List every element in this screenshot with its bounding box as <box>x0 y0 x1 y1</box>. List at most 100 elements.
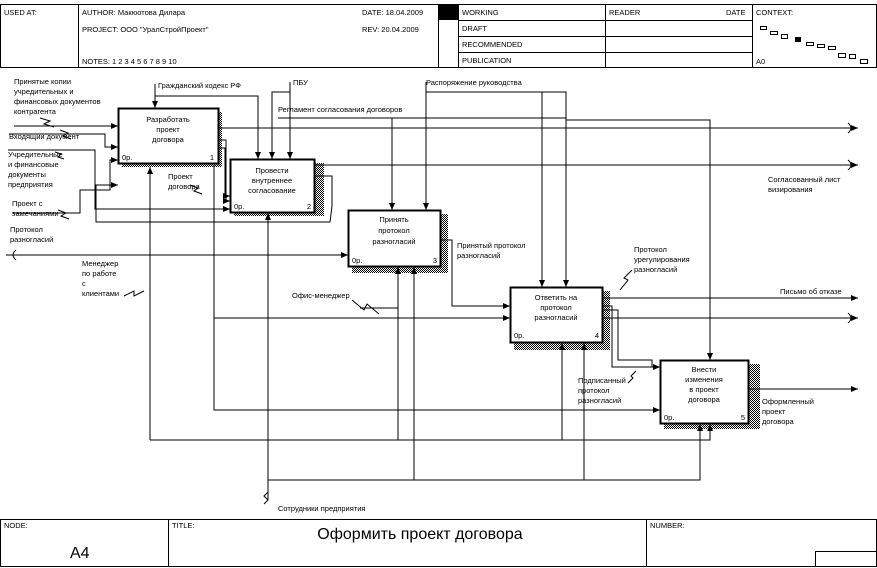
flow-draft-to-box5-arrow <box>213 318 660 411</box>
svg-text:контрагента: контрагента <box>14 107 57 116</box>
feedback-box2-arrow <box>95 175 333 223</box>
output-final-contract-arrowhead <box>851 386 858 392</box>
svg-text:Согласованный лист: Согласованный лист <box>768 175 841 184</box>
svg-text:Принятый протокол: Принятый протокол <box>457 241 526 250</box>
mech-manager-b3-arrow <box>150 267 399 441</box>
svg-text:финансовых документов: финансовых документов <box>14 97 101 106</box>
svg-text:Проект: Проект <box>168 172 193 181</box>
project-text: PROJECT: ООО "УралСтройПроект" <box>82 25 209 34</box>
box5-line1: Внести <box>692 365 717 374</box>
node-label: NODE: <box>4 521 28 530</box>
activity-box-1[interactable]: Разработать проект договора 0р. 1 <box>117 107 223 168</box>
title-label: TITLE: <box>172 521 195 530</box>
output-settlement-arrowhead <box>851 315 858 321</box>
box5-number: 5 <box>741 413 745 422</box>
node-value: А4 <box>70 545 90 562</box>
box2-line3: согласование <box>248 186 296 195</box>
svg-text:документы: документы <box>8 170 46 179</box>
reader-date-label: DATE <box>726 8 745 17</box>
box2-cost: 0р. <box>234 202 244 211</box>
box3-cost: 0р. <box>352 256 362 265</box>
mech-manager-b4-arrow <box>398 343 563 441</box>
control-management-box5-arrow <box>566 119 711 360</box>
flow-box3-to-box4-arrowhead <box>503 303 510 309</box>
context-map-icon <box>760 26 868 64</box>
label-settlement-protocol: Протокол урегулирования разногласий <box>634 245 690 274</box>
svg-text:разногласий: разногласий <box>10 235 53 244</box>
label-staff: Сотрудники предприятия <box>278 504 366 513</box>
control-civil-code-b1-arrowhead <box>152 101 158 108</box>
rev-text: REV: 20.04.2009 <box>362 25 419 34</box>
box4-line1: Ответить на <box>535 293 578 302</box>
box1-line1: Разработать <box>146 115 190 124</box>
box4-line3: разногласий <box>534 313 577 322</box>
label-pbu: ПБУ <box>293 78 308 87</box>
svg-text:и финансовые: и финансовые <box>8 160 59 169</box>
svg-text:урегулирования: урегулирования <box>634 255 690 264</box>
control-management-arrowhead <box>423 203 429 210</box>
box1-line3: договора <box>152 135 185 144</box>
notes-text: NOTES: 1 2 3 4 5 6 7 8 9 10 <box>82 57 177 66</box>
svg-text:визирования: визирования <box>768 185 813 194</box>
svg-text:Оформленный: Оформленный <box>762 397 814 406</box>
activity-box-4[interactable]: Ответить на протокол разногласий 0р. 4 <box>509 286 611 351</box>
box2-number: 2 <box>307 202 311 211</box>
svg-text:Менеджер: Менеджер <box>82 259 118 268</box>
flow-draft-to-box5-arrowhead <box>653 407 660 413</box>
box4-number: 4 <box>595 331 599 340</box>
output-refusal-letter-arrowhead <box>851 295 858 301</box>
svg-text:Протокол: Протокол <box>634 245 667 254</box>
box1-cost: 0р. <box>122 153 132 162</box>
output-draft-contract-arrowhead <box>851 125 858 131</box>
svg-text:разногласий: разногласий <box>457 251 500 260</box>
label-accepted-protocol: Принятый протокол разногласий <box>457 241 526 260</box>
activity-box-3[interactable]: Принять протокол разногласий 0р. 3 <box>347 209 449 274</box>
input-accepted-copies-arrowhead <box>111 123 118 129</box>
arrow-labels: Принятые копии учредительных и финансовы… <box>8 77 842 513</box>
label-accepted-copies: Принятые копии учредительных и финансовы… <box>14 77 101 116</box>
svg-text:Протокол: Протокол <box>10 225 43 234</box>
svg-text:по работе: по работе <box>82 269 116 278</box>
output-approval-sheet-arrowhead <box>851 162 858 168</box>
svg-text:Проект с: Проект с <box>12 199 43 208</box>
box3-line3: разногласий <box>372 237 415 246</box>
squiggle-office-manager <box>351 299 380 315</box>
flow-box4-to-box5a-arrow <box>602 305 660 368</box>
svg-text:замечаниями: замечаниями <box>12 209 59 218</box>
box3-number: 3 <box>433 256 437 265</box>
squiggle-company-docs <box>54 151 65 160</box>
box1-line2: проект <box>156 125 180 134</box>
control-pbu-b2-arrowhead <box>269 152 275 159</box>
mech-staff-b5-arrow <box>584 424 701 481</box>
input-company-documents-arrow <box>8 149 230 210</box>
squiggle-accepted-copies <box>39 117 55 128</box>
feedback-box2-arrowhead <box>111 182 118 188</box>
flow-box1-feedback-arrowhead <box>223 198 230 204</box>
input-company-documents-arrowhead <box>223 206 230 212</box>
box4-cost: 0р. <box>514 331 524 340</box>
mech-staff-b4-arrow <box>414 343 585 481</box>
control-civil-code-arrow <box>154 84 259 159</box>
squiggle-incoming-doc <box>59 129 72 140</box>
svg-text:учредительных и: учредительных и <box>14 87 74 96</box>
activity-box-2[interactable]: Провести внутреннее согласование 0р. 2 <box>229 158 325 217</box>
box5-cost: 0р. <box>664 413 674 422</box>
label-civil-code: Гражданский кодекс РФ <box>158 81 241 90</box>
svg-text:протокол: протокол <box>578 386 610 395</box>
control-management-b5-arrow <box>542 91 567 287</box>
svg-text:проект: проект <box>762 407 786 416</box>
label-approval-regulations: Регламент согласования договоров <box>278 105 402 114</box>
box2-line1: Провести <box>255 166 288 175</box>
flow-box4-to-box5b-arrow <box>602 309 653 367</box>
flow-box1-to-box2-arrowhead <box>223 193 230 199</box>
working-status-marker <box>439 5 458 20</box>
control-pbu-b2-arrow <box>271 91 290 159</box>
box3-line1: Принять <box>379 215 408 224</box>
activity-boxes: Разработать проект договора 0р. 1 Провес… <box>117 107 761 430</box>
squiggle-signed <box>627 370 637 384</box>
label-company-documents: Учредительные и финансовые документы пре… <box>8 150 63 189</box>
label-draft-contract: Проект договора <box>168 172 201 191</box>
box4-line2: протокол <box>540 303 572 312</box>
activity-box-5[interactable]: Внести изменения в проект договора 0р. 5 <box>659 359 761 430</box>
